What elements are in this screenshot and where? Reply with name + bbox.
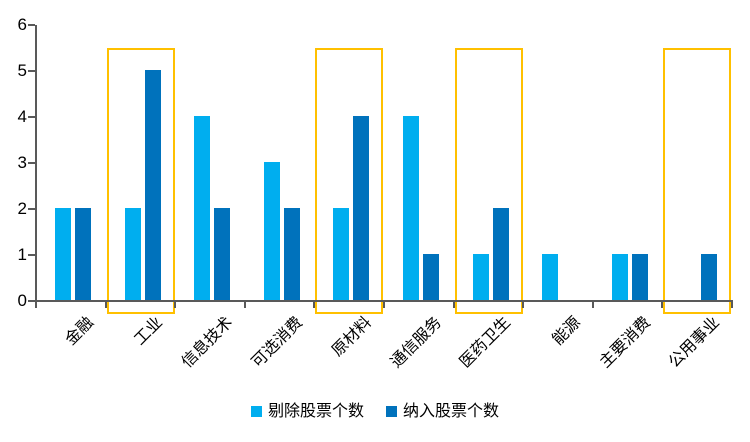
- y-axis-tick: [28, 208, 35, 210]
- x-axis-label: 公用事业: [665, 314, 724, 372]
- y-axis-label: 2: [17, 199, 27, 218]
- x-axis-tick: [522, 302, 525, 308]
- y-axis-tick: [28, 24, 35, 26]
- y-axis-tick: [28, 116, 35, 118]
- y-axis-label: 6: [17, 15, 27, 34]
- included-bar: [423, 254, 439, 300]
- highlight-box: [106, 48, 175, 314]
- y-axis-tick: [28, 70, 35, 72]
- x-axis-tick: [661, 302, 664, 308]
- legend-label-excluded: 剔除股票个数: [267, 403, 364, 420]
- x-axis-tick: [591, 302, 594, 308]
- highlight-box: [663, 48, 732, 314]
- x-axis-tick: [383, 302, 385, 308]
- x-axis-label: 通信服务: [387, 314, 445, 372]
- x-axis-label: 主要消费: [596, 314, 654, 372]
- x-axis-label: 工业: [131, 314, 167, 349]
- excluded-bar: [124, 208, 141, 300]
- excluded-bar: [263, 162, 280, 300]
- excluded-bar: [542, 254, 559, 300]
- included-bar: [353, 116, 370, 300]
- excluded-bar: [611, 254, 628, 300]
- included-bar: [214, 208, 231, 300]
- y-axis-label: 1: [17, 245, 27, 264]
- excluded-bar: [403, 116, 419, 300]
- y-axis-tick: [28, 300, 35, 302]
- legend-item-excluded: 剔除股票个数: [250, 402, 364, 421]
- x-axis-tick: [104, 302, 107, 308]
- x-axis-label: 可选消费: [248, 314, 306, 372]
- excluded-bar: [55, 208, 71, 300]
- x-axis-tick: [313, 302, 316, 308]
- x-axis-tick: [731, 302, 733, 308]
- included-bar: [701, 254, 718, 300]
- y-axis-label: 4: [17, 107, 27, 126]
- excluded-bar: [472, 254, 489, 300]
- y-axis-tick: [28, 254, 35, 256]
- legend-swatch-excluded: [250, 406, 262, 417]
- included-bar: [492, 208, 509, 300]
- legend-swatch-included: [386, 406, 397, 417]
- x-axis-label: 信息技术: [178, 314, 237, 372]
- included-bar: [283, 208, 300, 300]
- x-axis-tick: [174, 302, 177, 308]
- excluded-bar: [194, 116, 211, 300]
- excluded-bar: [333, 208, 350, 300]
- x-axis-tick: [452, 302, 455, 308]
- x-axis-label: 原材料: [329, 314, 376, 360]
- x-axis-label: 医药卫生: [457, 314, 515, 372]
- x-axis-line: [35, 300, 733, 302]
- highlight-box: [454, 48, 523, 314]
- chart-legend: 剔除股票个数 纳入股票个数: [0, 402, 750, 421]
- included-bar: [75, 208, 91, 300]
- included-bar: [631, 254, 648, 300]
- x-axis-label: 能源: [549, 314, 585, 349]
- y-axis-line: [35, 25, 37, 302]
- x-axis-tick: [243, 302, 246, 308]
- x-axis-tick: [35, 302, 37, 308]
- legend-label-included: 纳入股票个数: [403, 403, 500, 420]
- y-axis-label: 0: [17, 291, 27, 310]
- highlight-box: [315, 48, 384, 314]
- y-axis-label: 5: [17, 61, 27, 80]
- y-axis-label: 3: [17, 153, 27, 172]
- y-axis-tick: [28, 162, 35, 164]
- x-axis-label: 金融: [62, 314, 97, 349]
- legend-item-included: 纳入股票个数: [386, 402, 499, 421]
- included-bar: [144, 70, 161, 300]
